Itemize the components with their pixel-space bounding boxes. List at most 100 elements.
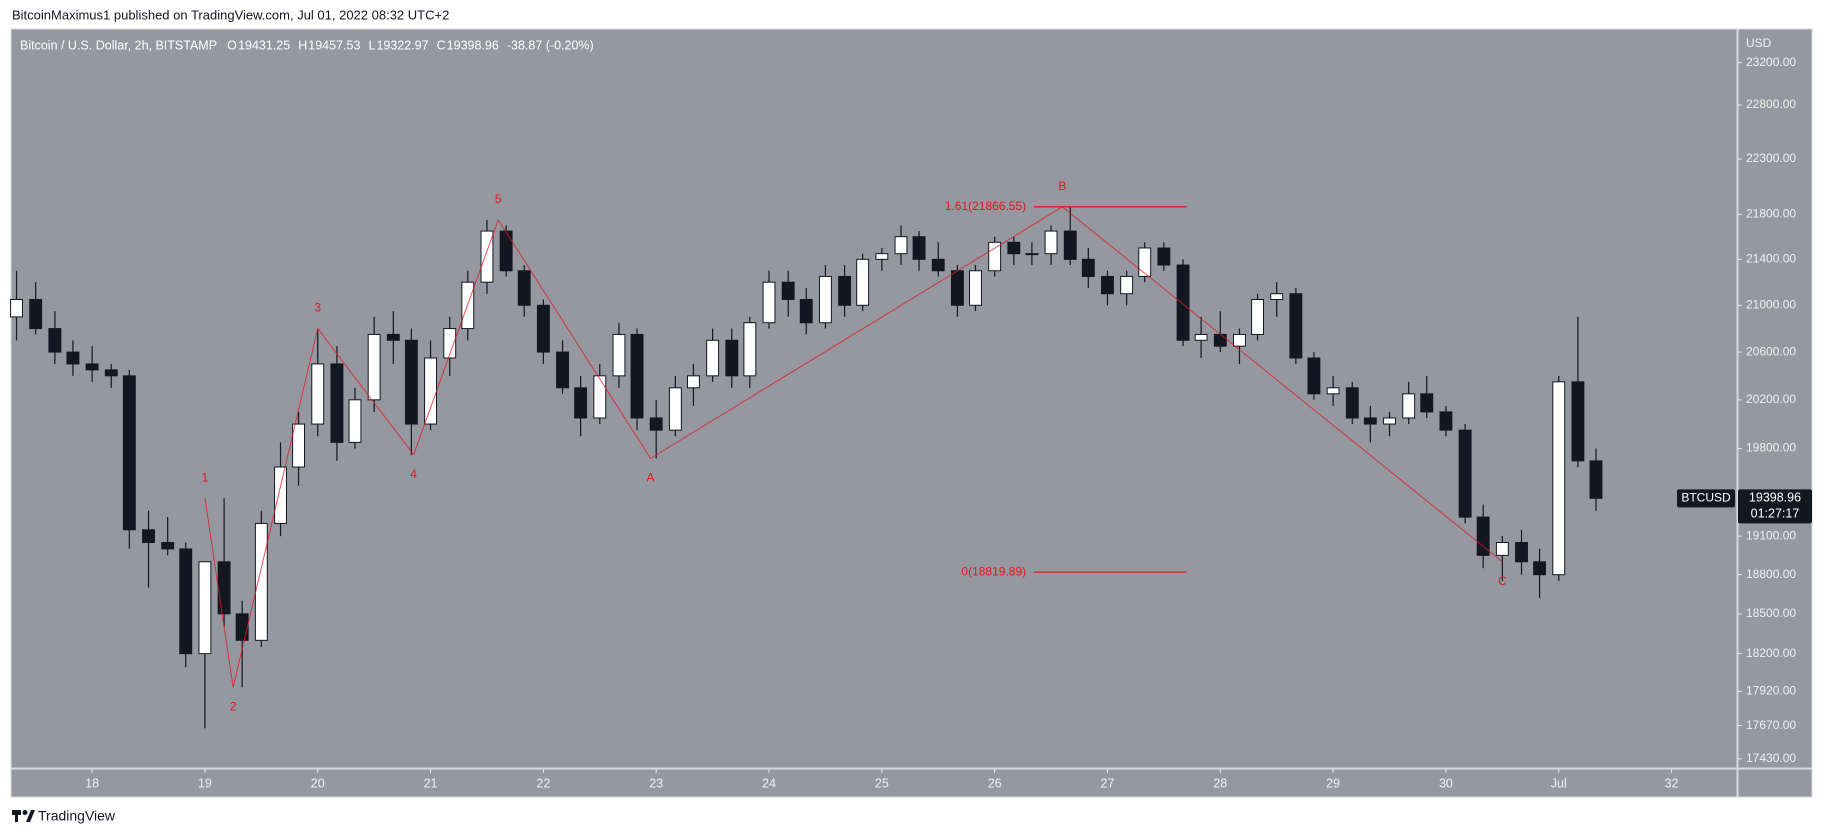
- candle-body: [1120, 275, 1134, 295]
- candle-body: [799, 298, 813, 324]
- candle-body: [838, 275, 852, 306]
- candle-body: [404, 339, 418, 425]
- candle-body: [1571, 381, 1585, 462]
- candle-body: [1345, 387, 1359, 419]
- y-tick-label: 18800.00: [1746, 567, 1796, 581]
- candle-body: [1044, 230, 1058, 255]
- candle-body: [686, 375, 700, 389]
- legend-fields: O 19431.25 H 19457.53 L 19322.97 C 19398.96 -38.…: [227, 38, 594, 52]
- candle-body: [1213, 333, 1227, 347]
- candle-body: [1515, 542, 1528, 563]
- x-tick-label: 24: [762, 776, 776, 790]
- candle-body: [725, 339, 739, 377]
- candle-body: [499, 230, 513, 272]
- candle-body: [1138, 247, 1152, 277]
- wave-label: A: [647, 471, 655, 485]
- x-tick-label: 25: [875, 776, 889, 790]
- fib-label: 0(18819.89): [961, 564, 1026, 578]
- candle-body: [1363, 417, 1377, 425]
- wave-label: 5: [495, 192, 502, 206]
- y-tick-label: 21000.00: [1746, 297, 1796, 311]
- wave-line: [232, 328, 319, 688]
- candle-body: [536, 304, 550, 353]
- last-price-box: [1738, 489, 1812, 524]
- candle-body: [386, 333, 400, 341]
- candle-body: [1233, 333, 1246, 347]
- candle-body: [931, 258, 945, 272]
- candle-body: [1420, 393, 1434, 413]
- axis-corner: [1737, 768, 1813, 798]
- candle-body: [311, 363, 325, 425]
- candle-body: [950, 270, 964, 306]
- candle-body: [1101, 275, 1114, 295]
- candle-body: [856, 258, 870, 306]
- candle-body: [818, 275, 832, 324]
- y-tick-label: 18200.00: [1746, 646, 1796, 660]
- candle-body: [612, 333, 626, 377]
- legend-value: 19322.97: [376, 38, 428, 52]
- candle-body: [66, 351, 80, 365]
- candle-body: [254, 522, 268, 641]
- candle-body: [1307, 357, 1321, 395]
- candle-body: [367, 333, 381, 401]
- wave-label: C: [1498, 574, 1507, 588]
- y-tick-label: 17920.00: [1746, 684, 1796, 698]
- y-tick-label: 21800.00: [1746, 206, 1796, 220]
- candle-body: [1458, 429, 1472, 518]
- candle-body: [1270, 293, 1284, 300]
- x-tick-label: 22: [536, 776, 550, 790]
- candle-body: [1157, 247, 1171, 266]
- candle-body: [1383, 417, 1396, 425]
- candle-body: [706, 339, 720, 377]
- candle-body: [1495, 542, 1509, 556]
- candle-body: [142, 529, 155, 544]
- candle-body: [122, 375, 136, 531]
- wave-label: B: [1058, 179, 1066, 193]
- y-tick-label: 17670.00: [1746, 718, 1796, 732]
- legend-title: Bitcoin / U.S. Dollar, 2h, BITSTAMP: [20, 38, 217, 52]
- y-tick-label: 21400.00: [1746, 252, 1796, 266]
- candle-body: [875, 253, 889, 260]
- candle-body: [1533, 561, 1547, 576]
- legend-value: 19457.53: [308, 38, 360, 52]
- candle-body: [217, 561, 231, 615]
- x-tick-label: 18: [85, 776, 99, 790]
- y-axis-label: USD: [1746, 36, 1772, 50]
- candle-body: [1081, 258, 1095, 277]
- candle-body: [1402, 393, 1416, 419]
- candle-body: [292, 423, 306, 468]
- candle-body: [1589, 460, 1603, 499]
- brand-name: TradingView: [38, 808, 116, 824]
- candle-body: [198, 561, 212, 655]
- y-tick-label: 19800.00: [1746, 441, 1796, 455]
- x-tick-label: 27: [1101, 776, 1115, 790]
- candle-body: [556, 351, 570, 389]
- wave-line: [497, 219, 651, 459]
- y-tick-label: 23200.00: [1746, 55, 1796, 69]
- y-tick-label: 22300.00: [1746, 151, 1796, 165]
- legend-key: H: [298, 38, 307, 52]
- wave-line: [1062, 206, 1503, 563]
- candle-body: [1251, 298, 1264, 335]
- candle-body: [274, 466, 287, 524]
- countdown: 01:27:17: [1751, 507, 1800, 521]
- x-tick-label: 19: [198, 776, 212, 790]
- symbol-label: BTCUSD: [1681, 491, 1731, 505]
- wave-label: 4: [410, 467, 417, 481]
- candle-body: [1063, 230, 1077, 260]
- candle-body: [743, 322, 757, 377]
- candle-body: [10, 298, 23, 318]
- wave-line: [650, 206, 1063, 459]
- candle-body: [593, 375, 607, 419]
- candle-body: [161, 542, 175, 550]
- legend-key: L: [368, 38, 375, 52]
- time-axis-pane: [10, 768, 1738, 798]
- x-tick-label: 20: [311, 776, 325, 790]
- x-tick-label: Jul: [1551, 776, 1567, 790]
- wave-label: 2: [230, 699, 237, 713]
- candle-body: [517, 270, 531, 306]
- candle-body: [912, 236, 926, 260]
- x-tick-label: 32: [1665, 776, 1679, 790]
- wave-label: 1: [202, 470, 209, 484]
